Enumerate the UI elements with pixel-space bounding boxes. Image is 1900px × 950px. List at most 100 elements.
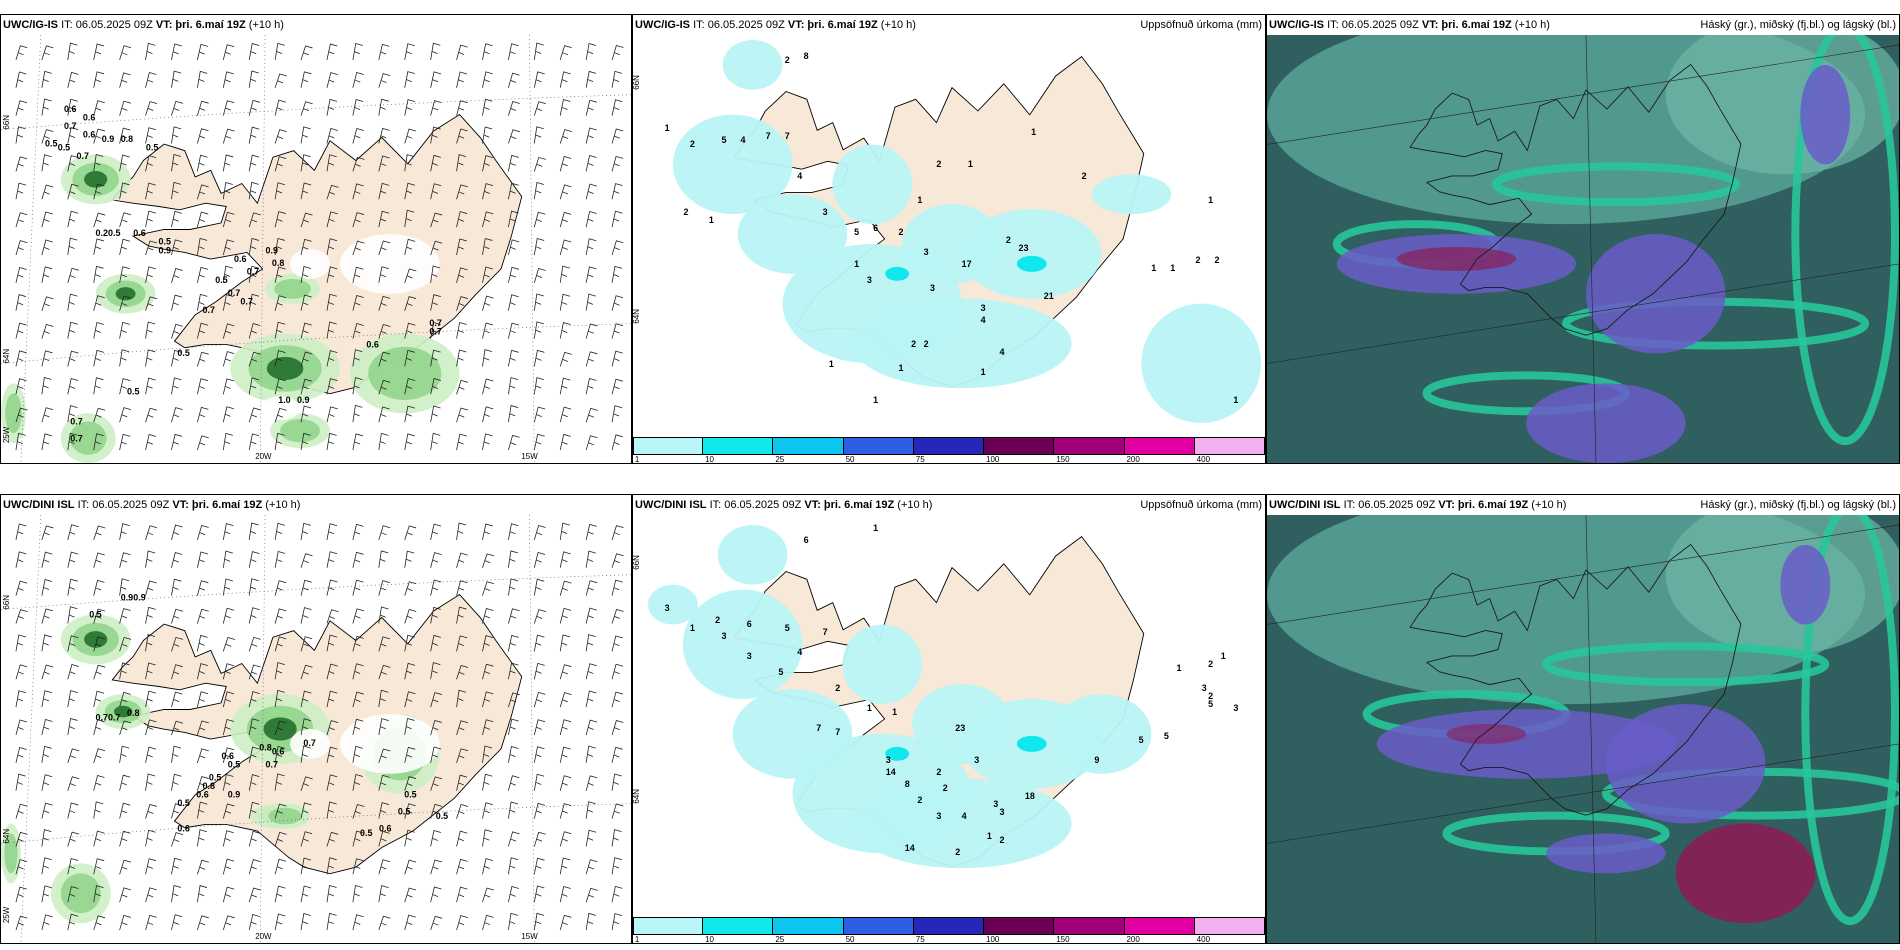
wind-barb [15,719,28,736]
wind-barb [119,45,132,61]
wind-barb [611,210,623,228]
wind-barb [222,265,233,283]
wind-barb [482,155,493,172]
wind-barb [507,746,519,763]
wind-barb [533,71,545,88]
cloud-map[interactable] [1267,35,1899,463]
wind-barb [67,350,79,367]
colorbar-tick-label: 50 [845,455,855,464]
precip-value-label: 0.6 [64,104,76,114]
precip-area-dark [266,356,304,381]
wind-barb [300,101,313,116]
wind-barb [274,689,285,708]
precip-value-label: 0.7 [203,305,215,315]
wind-barb [196,776,209,791]
wind-barb [430,523,442,540]
wind-barb [171,636,184,652]
precip-value-label: 0.5 [398,807,410,817]
wind-barb [507,210,519,228]
wind-barb [482,378,494,395]
lat-label: 66N [2,115,11,130]
wind-barb [222,211,235,228]
wind-barb [248,801,260,819]
precip-map[interactable]: 6 1 3 2 1 3 6 5 7 4 3 5 2 1 1 7 7 3 14 8 23 2 2 3 18 3 3 3 4 2 2 14 1 2 9 5… [633,515,1265,915]
wind-barb [145,550,156,568]
precip-value-label: 0.9 [297,395,309,405]
precip-value-label: 23 [1018,243,1028,253]
wind-barb [67,717,78,736]
precip-value-label: 0.5 [209,772,221,782]
wind-barb [482,581,495,596]
wind-barb [300,857,312,875]
wind-barb [585,829,597,847]
wind-barb [93,748,106,763]
precip-value-label: 0.2 [96,228,108,238]
wind-barb [404,154,415,172]
wind-barb [145,266,156,283]
wind-barb [41,70,52,88]
wind-barb [611,240,624,256]
wind-barb [533,857,545,875]
wind-barb [119,552,131,568]
wind-barb [533,912,545,931]
wind-barb [559,746,571,763]
wind-barb [507,634,519,652]
wind-barb [15,126,26,144]
wind-barb [274,266,286,283]
wind-barb [196,293,208,311]
wind-barb [611,553,624,568]
precip-value-label: 1 [690,623,695,633]
wind-barb [145,321,156,339]
wind-barb [533,525,546,540]
precip-value-label: 1 [873,523,878,533]
wind-barb [430,692,442,708]
wind-barb [67,857,79,875]
precip-area-heavy [885,746,910,761]
wind-barb [119,266,130,283]
wind-barb [326,127,338,144]
wind-barb [352,98,364,116]
wind-barb [171,349,182,367]
wind-barb [119,182,130,200]
precip-value-label: 7 [823,627,828,637]
wind-barb [41,129,54,144]
precip-value-label: 0.5 [159,237,171,247]
wind-map[interactable]: 0.5 0.9 0.9 0.7 0.7 0.8 0.6 0.5 0.8 0.6 0.7 0.7 0.5 0… [1,515,631,943]
wind-barb [248,830,261,847]
wind-barb [326,551,338,568]
wind-barb [533,321,544,339]
wind-barb [404,914,416,931]
wind-barb [559,156,572,172]
wind-barb [378,210,390,228]
wind-barb [611,803,624,819]
precip-value-label: 1 [968,159,973,169]
wind-barb [533,238,545,256]
wind-barb [171,664,183,680]
wind-barb [482,211,494,228]
precip-value-label: 8 [905,779,910,789]
precip-map[interactable]: 8 2 1 2 5 4 7 7 4 2 1 1 3 5 6 2 1 3 17 2 2 1 23 1 21 3 3 3 4 2 2 4 1 2 1 1 1… [633,35,1265,435]
wind-barb [196,266,209,283]
cloud-map[interactable] [1267,515,1899,943]
wind-barb [300,212,313,228]
cloud-band-low [1801,515,1899,926]
wind-barb [378,915,391,931]
wind-barb [93,295,105,311]
wind-barb [611,773,622,791]
wind-barb [430,71,442,88]
precip-value-label: 0.7 [70,434,82,444]
precip-value-label: 2 [955,847,960,857]
wind-map[interactable]: 0.6 0.6 0.7 0.6 0.9 0.5 0.5 0.7 0.8 0.5 0.2 0.5 0.6 0… [1,35,631,463]
wind-barb [456,858,468,875]
wind-barb [456,748,469,763]
precip-value-label: 2 [715,615,720,625]
wind-barb [15,831,28,847]
wind-barb [300,322,312,339]
wind-barb [430,265,441,283]
wind-barb [222,578,233,596]
panel-top-precip: UWC/IG-IS IT: 06.05.2025 09Z VT: þri. 6.… [632,14,1266,464]
wind-barbs [15,42,624,451]
wind-barb [456,804,469,819]
wind-barb [41,608,54,624]
wind-barb [378,580,390,596]
